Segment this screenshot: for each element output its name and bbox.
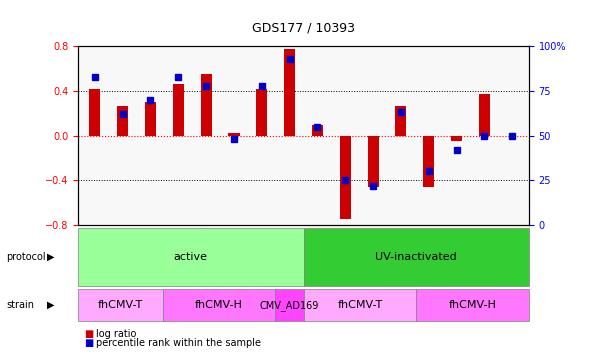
Bar	[479, 94, 490, 136]
Text: percentile rank within the sample: percentile rank within the sample	[96, 338, 261, 348]
Bar	[367, 136, 379, 187]
Text: ■: ■	[84, 338, 93, 348]
FancyBboxPatch shape	[163, 289, 275, 321]
Bar	[90, 89, 100, 136]
Text: ▶: ▶	[47, 252, 55, 262]
Text: fhCMV-T: fhCMV-T	[98, 300, 143, 310]
Text: log ratio: log ratio	[96, 329, 136, 339]
Bar	[312, 125, 323, 136]
Text: UV-inactivated: UV-inactivated	[375, 252, 457, 262]
Bar	[256, 89, 267, 136]
Bar	[201, 74, 212, 136]
Text: active: active	[174, 252, 208, 262]
Text: protocol: protocol	[6, 252, 46, 262]
FancyBboxPatch shape	[304, 289, 416, 321]
Bar	[172, 84, 184, 136]
Bar	[117, 106, 128, 136]
Bar	[423, 136, 435, 187]
Bar	[228, 134, 240, 136]
FancyBboxPatch shape	[275, 289, 304, 321]
Bar	[451, 136, 462, 141]
FancyBboxPatch shape	[78, 289, 163, 321]
Bar	[395, 106, 406, 136]
FancyBboxPatch shape	[304, 228, 529, 286]
Text: CMV_AD169: CMV_AD169	[260, 300, 319, 311]
Text: fhCMV-H: fhCMV-H	[195, 300, 243, 310]
Bar	[284, 49, 295, 136]
Text: fhCMV-H: fhCMV-H	[448, 300, 496, 310]
Bar	[340, 136, 351, 219]
Text: strain: strain	[6, 300, 34, 310]
Text: GDS177 / 10393: GDS177 / 10393	[252, 21, 355, 34]
Text: ■: ■	[84, 329, 93, 339]
FancyBboxPatch shape	[416, 289, 529, 321]
Bar	[145, 102, 156, 136]
Text: fhCMV-T: fhCMV-T	[337, 300, 382, 310]
Text: ▶: ▶	[47, 300, 55, 310]
FancyBboxPatch shape	[78, 228, 304, 286]
